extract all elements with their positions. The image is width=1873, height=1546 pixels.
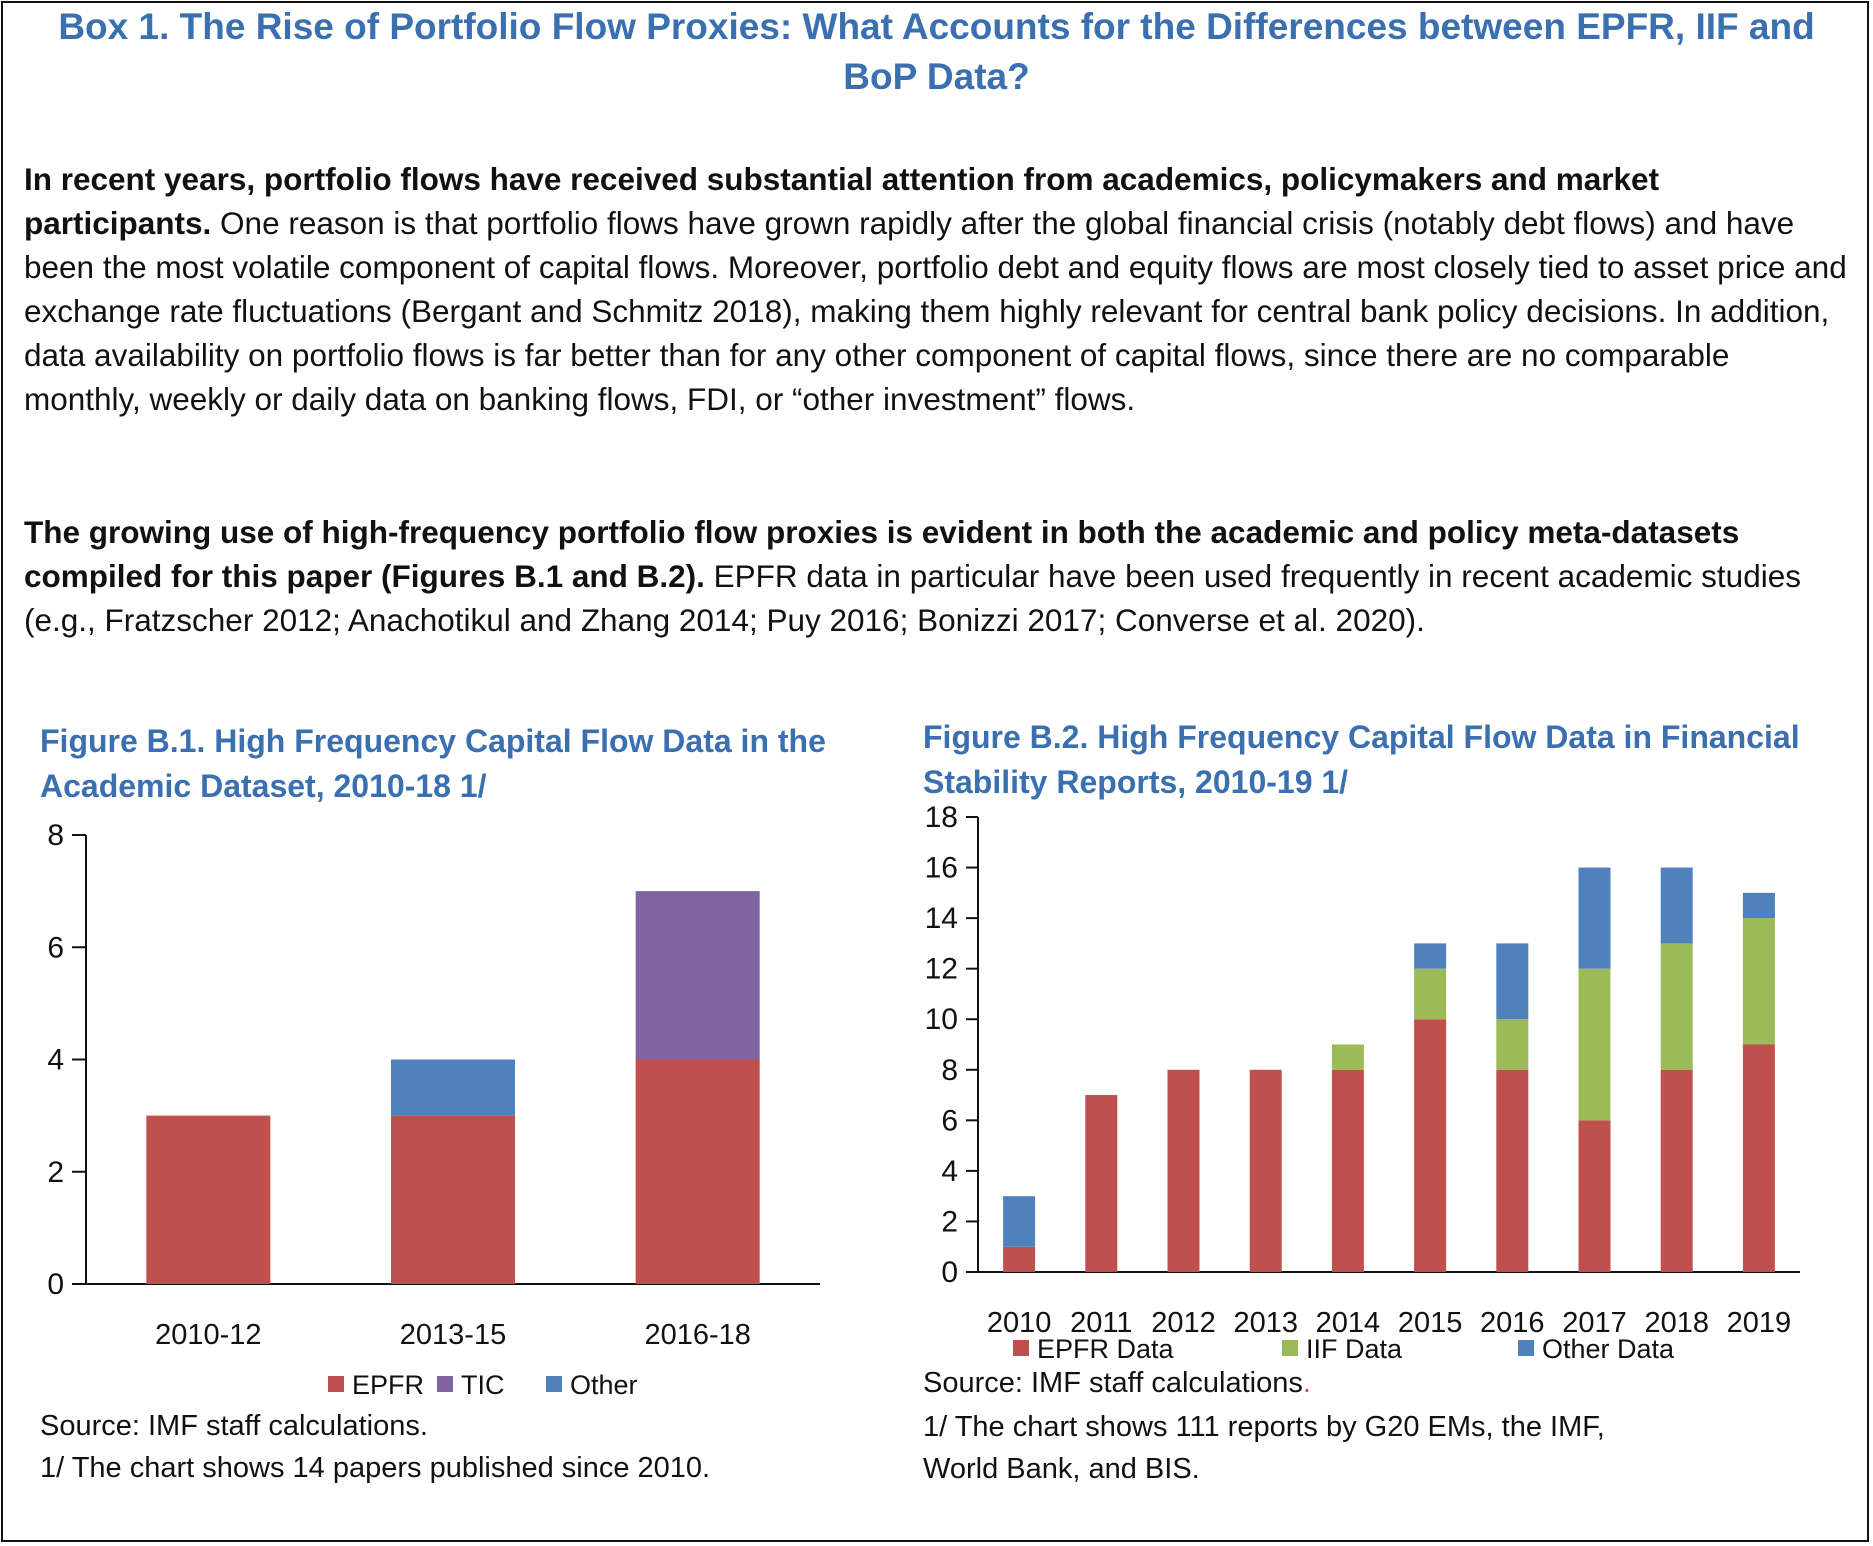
bar-other-data-2015 <box>1414 943 1447 969</box>
bar-other-data-2016 <box>1496 943 1529 1020</box>
legend-label: Other <box>570 1370 638 1400</box>
figure-b2-note-line1: 1/ The chart shows 111 reports by G20 EM… <box>923 1411 1605 1443</box>
x-category-label: 2014 <box>1316 1307 1381 1339</box>
y-tick-label: 10 <box>925 1003 958 1036</box>
bar-epfr-2010-12 <box>146 1115 271 1284</box>
x-category-label: 2018 <box>1644 1307 1709 1339</box>
bar-tic-2016-18 <box>635 891 760 1060</box>
legend-swatch-epfr <box>328 1376 344 1392</box>
figure-b2-source: Source: IMF staff calculations. <box>923 1362 1311 1404</box>
y-tick-label: 2 <box>941 1205 958 1238</box>
figure-b2-source-text: Source: IMF staff calculations <box>923 1367 1303 1399</box>
bar-epfr-2013-15 <box>391 1115 515 1284</box>
y-tick-label: 0 <box>47 1268 64 1301</box>
figure-b2-note-line2: World Bank, and BIS. <box>923 1453 1200 1485</box>
bar-iif-data-2014 <box>1331 1044 1364 1070</box>
figure-b1-title: Figure B.1. High Frequency Capital Flow … <box>40 723 826 804</box>
figure-b2-source-period: . <box>1302 1367 1311 1399</box>
bar-iif-data-2018 <box>1660 943 1693 1070</box>
figure-b2-title: Figure B.2. High Frequency Capital Flow … <box>923 719 1800 800</box>
x-category-label: 2016 <box>1480 1307 1545 1339</box>
y-tick-label: 0 <box>941 1256 958 1289</box>
y-tick-label: 8 <box>47 819 64 852</box>
bar-epfr-data-2019 <box>1742 1044 1775 1272</box>
legend-label: EPFR <box>352 1370 424 1400</box>
y-tick-label: 8 <box>941 1054 958 1087</box>
legend-swatch-other <box>546 1376 562 1392</box>
bar-epfr-2016-18 <box>635 1059 760 1284</box>
box-title: Box 1. The Rise of Portfolio Flow Proxie… <box>58 6 1815 97</box>
legend-label: Other Data <box>1542 1334 1675 1364</box>
figure-b2-chart: 0 2 4 6 8 10 12 14 16 18 2010 2011 2012 2013 2014 2015 2… <box>925 801 1800 1364</box>
legend-swatch-epfr-data <box>1013 1340 1029 1356</box>
figure-b1-source: Source: IMF staff calculations. <box>40 1410 428 1442</box>
paragraph-2: The growing use of high-frequency portfo… <box>24 510 1849 642</box>
y-tick-label: 4 <box>47 1044 64 1077</box>
bar-iif-data-2015 <box>1414 968 1447 1020</box>
bar-epfr-data-2018 <box>1660 1069 1693 1272</box>
paragraph-1-body: One reason is that portfolio flows have … <box>24 205 1847 417</box>
x-category-label: 2011 <box>1070 1307 1132 1339</box>
x-category-label: 2010 <box>987 1307 1052 1339</box>
bar-epfr-data-2012 <box>1167 1069 1200 1272</box>
y-tick-label: 6 <box>47 931 64 964</box>
y-tick-label: 2 <box>47 1156 64 1189</box>
x-category-label: 2016-18 <box>644 1319 750 1351</box>
bar-epfr-data-2015 <box>1414 1019 1447 1272</box>
legend-label: IIF Data <box>1306 1334 1403 1364</box>
bar-other-2013-15 <box>391 1059 515 1116</box>
y-tick-label: 18 <box>925 801 958 834</box>
bar-other-data-2018 <box>1660 867 1693 944</box>
bar-iif-data-2016 <box>1496 1019 1529 1070</box>
y-tick-label: 16 <box>925 852 958 885</box>
bar-epfr-data-2014 <box>1331 1069 1364 1272</box>
y-tick-label: 12 <box>925 953 958 986</box>
chart-legend: EPFR TIC Other <box>328 1370 638 1400</box>
chart-legend: EPFR Data IIF Data Other Data <box>1013 1334 1675 1364</box>
figure-b1-chart: 0 2 4 6 8 2010-12 2013-15 2016-18 EPFR TIC Other <box>47 819 820 1400</box>
chart-plot: 0 2 4 6 8 2010-12 2013-15 2016-18 <box>47 819 820 1351</box>
x-category-label: 2012 <box>1151 1307 1216 1339</box>
bar-iif-data-2017 <box>1578 968 1611 1121</box>
legend-swatch-tic <box>437 1376 453 1392</box>
x-category-label: 2019 <box>1727 1307 1792 1339</box>
x-category-label: 2013-15 <box>400 1319 506 1351</box>
bar-epfr-data-2010 <box>1003 1246 1036 1272</box>
bar-epfr-data-2013 <box>1249 1069 1282 1272</box>
bar-other-data-2010 <box>1003 1196 1036 1247</box>
legend-label: TIC <box>461 1370 505 1400</box>
y-tick-label: 14 <box>925 902 958 935</box>
y-tick-label: 6 <box>941 1104 958 1137</box>
figure-b1-note: 1/ The chart shows 14 papers published s… <box>40 1452 711 1484</box>
x-category-label: 2015 <box>1398 1307 1463 1339</box>
chart-plot: 0 2 4 6 8 10 12 14 16 18 2010 2011 2012 2013 2014 2015 2… <box>925 801 1800 1339</box>
legend-swatch-other-data <box>1518 1340 1534 1356</box>
paragraph-2-lead: The growing use of high-frequency portfo… <box>24 514 1740 594</box>
bar-epfr-data-2011 <box>1085 1095 1118 1272</box>
x-category-label: 2017 <box>1562 1307 1627 1339</box>
paragraph-1-lead: In recent years, portfolio flows have re… <box>24 161 1660 241</box>
paragraph-1: In recent years, portfolio flows have re… <box>24 157 1849 421</box>
legend-label: EPFR Data <box>1037 1334 1175 1364</box>
bar-other-data-2017 <box>1578 867 1611 969</box>
x-category-label: 2013 <box>1233 1307 1298 1339</box>
y-tick-label: 4 <box>941 1155 958 1188</box>
bar-iif-data-2019 <box>1742 918 1775 1045</box>
bar-epfr-data-2017 <box>1578 1120 1611 1272</box>
bar-epfr-data-2016 <box>1496 1069 1529 1272</box>
bar-other-data-2019 <box>1742 892 1775 919</box>
legend-swatch-iif-data <box>1282 1340 1298 1356</box>
x-category-label: 2010-12 <box>155 1319 261 1351</box>
paragraph-2-body: EPFR data in particular have been used f… <box>24 558 1801 638</box>
